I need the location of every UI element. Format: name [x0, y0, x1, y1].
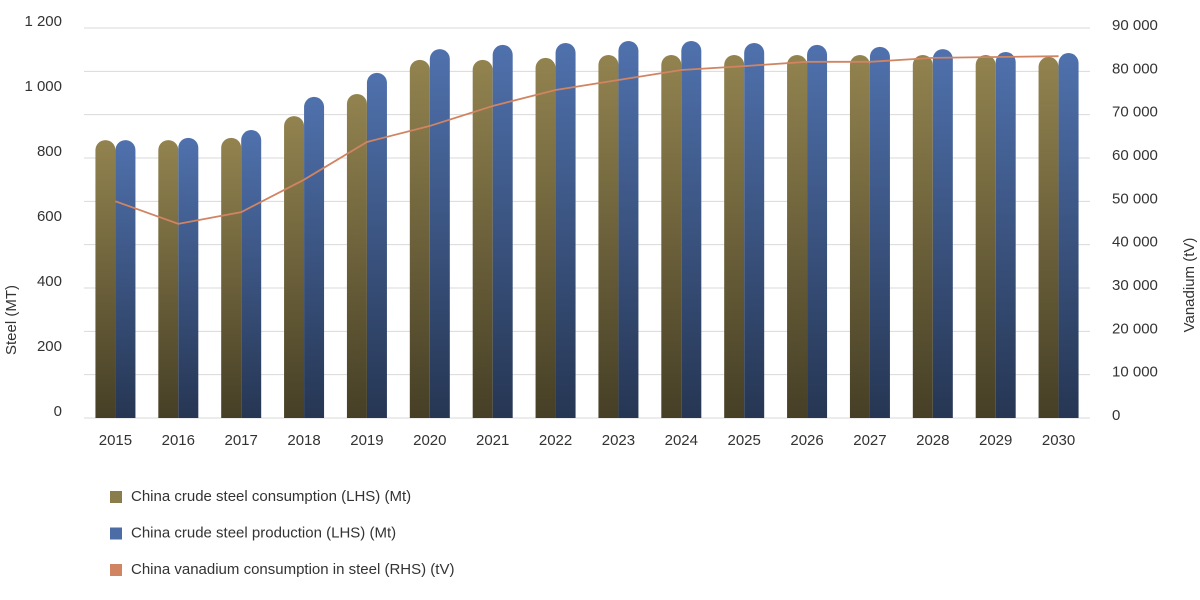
bar	[787, 54, 808, 418]
x-tick-label: 2020	[413, 432, 446, 449]
bar	[807, 44, 828, 419]
x-tick-label: 2029	[979, 432, 1012, 449]
y-tick-label: 400	[37, 273, 62, 290]
bar	[304, 96, 325, 418]
x-tick-label: 2015	[99, 432, 132, 449]
y-tick-label: 600	[37, 208, 62, 225]
x-tick-label: 2017	[225, 432, 258, 449]
x-tick-label: 2019	[350, 432, 383, 449]
bar	[95, 140, 116, 418]
bar	[724, 54, 745, 418]
y2-tick-label: 90 000	[1112, 17, 1158, 34]
x-tick-label: 2025	[728, 432, 761, 449]
y2-tick-label: 80 000	[1112, 60, 1158, 77]
y-axis-title: Steel (MT)	[3, 285, 20, 355]
x-tick-label: 2030	[1042, 432, 1075, 449]
legend-label: China vanadium consumption in steel (RHS…	[131, 561, 454, 578]
bar	[598, 54, 619, 418]
x-tick-label: 2027	[853, 432, 886, 449]
y-tick-label: 800	[37, 143, 62, 160]
bar	[241, 130, 262, 419]
bar	[932, 49, 953, 418]
bar	[492, 44, 513, 419]
x-tick-label: 2028	[916, 432, 949, 449]
bar	[975, 54, 996, 418]
bar	[221, 137, 242, 418]
bar	[346, 93, 367, 418]
y-tick-label: 200	[37, 338, 62, 355]
x-tick-label: 2018	[287, 432, 320, 449]
bar	[472, 59, 493, 418]
bar	[535, 57, 556, 419]
y2-tick-label: 60 000	[1112, 147, 1158, 164]
legend-label: China crude steel consumption (LHS) (Mt)	[131, 488, 411, 505]
bar	[618, 41, 639, 418]
x-tick-label: 2024	[665, 432, 698, 449]
legend-label: China crude steel production (LHS) (Mt)	[131, 524, 396, 541]
x-tick-label: 2026	[790, 432, 823, 449]
line	[115, 55, 1059, 225]
bar	[912, 54, 933, 418]
bar	[661, 54, 682, 418]
y2-tick-label: 0	[1112, 407, 1120, 424]
y2-tick-label: 70 000	[1112, 104, 1158, 121]
bar	[849, 54, 870, 418]
bar	[869, 46, 890, 418]
bar	[429, 49, 450, 418]
bar	[1058, 53, 1079, 419]
bar	[115, 140, 136, 418]
legend-swatch	[110, 527, 122, 540]
legend-swatch	[110, 491, 122, 503]
y2-tick-label: 10 000	[1112, 364, 1158, 381]
y-tick-label: 1 200	[24, 13, 62, 30]
bar	[555, 42, 576, 418]
y2-axis-title: Vanadium (tV)	[1181, 238, 1198, 333]
x-tick-label: 2016	[162, 432, 195, 449]
bar	[178, 137, 199, 418]
bar	[681, 41, 702, 418]
bar	[158, 140, 179, 418]
legend-swatch	[110, 564, 122, 576]
bar	[1038, 56, 1059, 418]
y2-tick-label: 30 000	[1112, 277, 1158, 294]
y-tick-label: 0	[54, 403, 62, 420]
bar	[284, 116, 305, 418]
y2-tick-label: 50 000	[1112, 190, 1158, 207]
y2-tick-label: 20 000	[1112, 320, 1158, 337]
x-tick-label: 2023	[602, 432, 635, 449]
bar	[409, 59, 430, 418]
y2-tick-label: 40 000	[1112, 234, 1158, 251]
bar	[995, 52, 1016, 419]
x-tick-label: 2022	[539, 432, 572, 449]
bar	[366, 72, 387, 418]
x-tick-label: 2021	[476, 432, 509, 449]
y-tick-label: 1 000	[24, 78, 62, 95]
bar	[744, 42, 765, 418]
